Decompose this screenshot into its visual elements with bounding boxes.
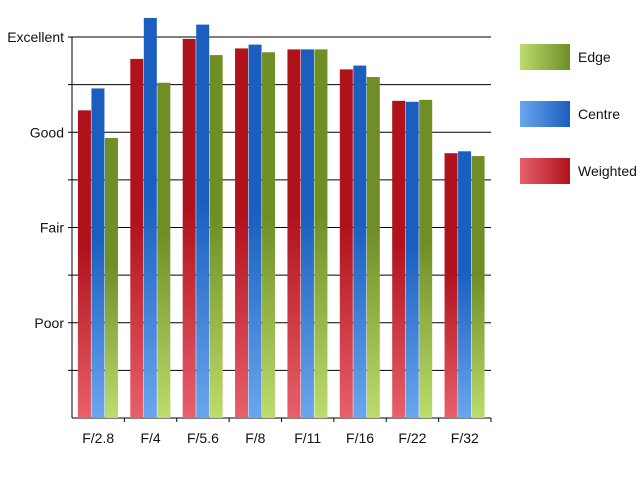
y-tick-label-excellent: Excellent bbox=[7, 29, 64, 45]
legend-item-centre: Centre bbox=[520, 101, 620, 127]
legend-item-weighted: Weighted bbox=[520, 158, 637, 184]
bar-weighted-f-16 bbox=[339, 69, 353, 418]
bar-weighted-f-2-8 bbox=[77, 110, 91, 418]
x-tick-labels: F/2.8 F/4 F/5.6 F/8 F/11 F/16 F/22 F/32 bbox=[82, 430, 479, 446]
x-tick-label-f-5-6: F/5.6 bbox=[187, 430, 219, 446]
legend-swatch-weighted bbox=[520, 158, 570, 184]
bar-centre-f-4 bbox=[143, 17, 157, 418]
x-tick-label-f-2-8: F/2.8 bbox=[82, 430, 114, 446]
bar-edge-f-32 bbox=[471, 156, 485, 418]
y-tick-label-fair: Fair bbox=[40, 220, 64, 236]
bar-edge-f-4 bbox=[157, 82, 171, 418]
bar-edge-f-2-8 bbox=[104, 137, 118, 418]
bar-edge-f-8 bbox=[262, 52, 276, 419]
bar-edge-f-11 bbox=[314, 49, 328, 418]
x-tick-label-f-22: F/22 bbox=[398, 430, 426, 446]
x-tick-label-f-32: F/32 bbox=[451, 430, 479, 446]
legend-label-weighted: Weighted bbox=[578, 163, 637, 179]
x-tick-label-f-11: F/11 bbox=[294, 430, 321, 446]
bar-edge-f-22 bbox=[419, 99, 433, 419]
bar-weighted-f-22 bbox=[392, 100, 406, 418]
legend-label-centre: Centre bbox=[578, 106, 620, 122]
bars bbox=[77, 17, 492, 422]
bar-centre-f-16 bbox=[353, 65, 367, 418]
bar-weighted-f-8 bbox=[235, 48, 249, 419]
bar-centre-f-22 bbox=[405, 101, 419, 419]
bar-centre-f-32 bbox=[458, 151, 472, 419]
y-tick-labels: Poor Fair Good Excellent bbox=[7, 29, 64, 331]
bar-centre-f-11 bbox=[300, 49, 314, 418]
y-tick-label-good: Good bbox=[30, 124, 64, 140]
bar-edge-f-5-6 bbox=[209, 55, 223, 418]
bar-weighted-f-11 bbox=[287, 49, 301, 418]
bar-weighted-f-4 bbox=[130, 58, 144, 418]
bar-centre-f-8 bbox=[248, 44, 262, 419]
bar-centre-f-2-8 bbox=[91, 88, 105, 418]
y-tick-label-poor: Poor bbox=[34, 315, 64, 331]
legend-swatch-centre bbox=[520, 101, 570, 127]
x-tick-label-f-16: F/16 bbox=[346, 430, 374, 446]
legend-item-edge: Edge bbox=[520, 44, 611, 70]
x-tick-label-f-8: F/8 bbox=[245, 430, 265, 446]
x-tick-label-f-4: F/4 bbox=[140, 430, 160, 446]
bar-weighted-f-32 bbox=[444, 153, 458, 418]
legend: Edge Centre Weighted bbox=[520, 44, 637, 184]
bar-weighted-f-5-6 bbox=[182, 38, 196, 418]
legend-swatch-edge bbox=[520, 44, 570, 70]
bar-edge-f-16 bbox=[366, 77, 380, 418]
legend-label-edge: Edge bbox=[578, 49, 611, 65]
bar-centre-f-5-6 bbox=[196, 24, 210, 419]
